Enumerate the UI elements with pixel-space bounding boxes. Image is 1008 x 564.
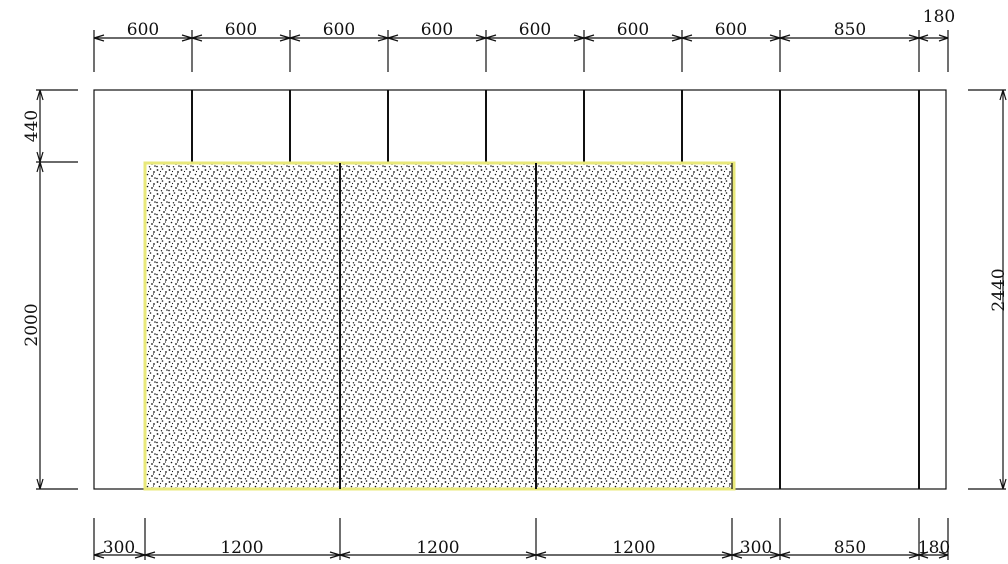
stipple-panels bbox=[143, 161, 736, 491]
top-dim-label: 600 bbox=[323, 20, 355, 40]
top-dim-label: 600 bbox=[715, 20, 747, 40]
left-dim-label: 2000 bbox=[22, 303, 42, 346]
top-dim-label: 600 bbox=[617, 20, 649, 40]
bottom-dim-label: 850 bbox=[834, 538, 866, 558]
top-dim-label: 600 bbox=[127, 20, 159, 40]
stipple-panel-1 bbox=[145, 163, 341, 489]
bottom-dimension-chain: 300 1200 1200 1200 300 850 180 bbox=[93, 518, 950, 560]
bottom-dim-label: 1200 bbox=[416, 538, 459, 558]
top-dim-label: 600 bbox=[225, 20, 257, 40]
top-dim-label: 600 bbox=[519, 20, 551, 40]
right-dim-label: 2440 bbox=[989, 268, 1008, 311]
top-dim-label: 180 bbox=[923, 7, 955, 27]
bottom-dim-label: 300 bbox=[103, 538, 135, 558]
left-dimension-chain: 440 2000 bbox=[22, 89, 78, 490]
panel-outline bbox=[143, 161, 736, 491]
bottom-dim-label: 180 bbox=[918, 538, 950, 558]
right-dimension-chain: 2440 bbox=[968, 89, 1008, 490]
bottom-dim-label: 1200 bbox=[612, 538, 655, 558]
bottom-dim-label: 1200 bbox=[220, 538, 263, 558]
top-dim-label: 600 bbox=[421, 20, 453, 40]
top-dimension-chain: 600 600 600 600 600 600 600 850 180 bbox=[93, 7, 955, 72]
stipple-panel-3 bbox=[537, 163, 733, 489]
upper-module-lines bbox=[191, 90, 920, 489]
stipple-panel-2 bbox=[341, 163, 537, 489]
bottom-dim-label: 300 bbox=[740, 538, 772, 558]
top-dim-label: 850 bbox=[834, 20, 866, 40]
left-dim-label: 440 bbox=[22, 110, 42, 142]
